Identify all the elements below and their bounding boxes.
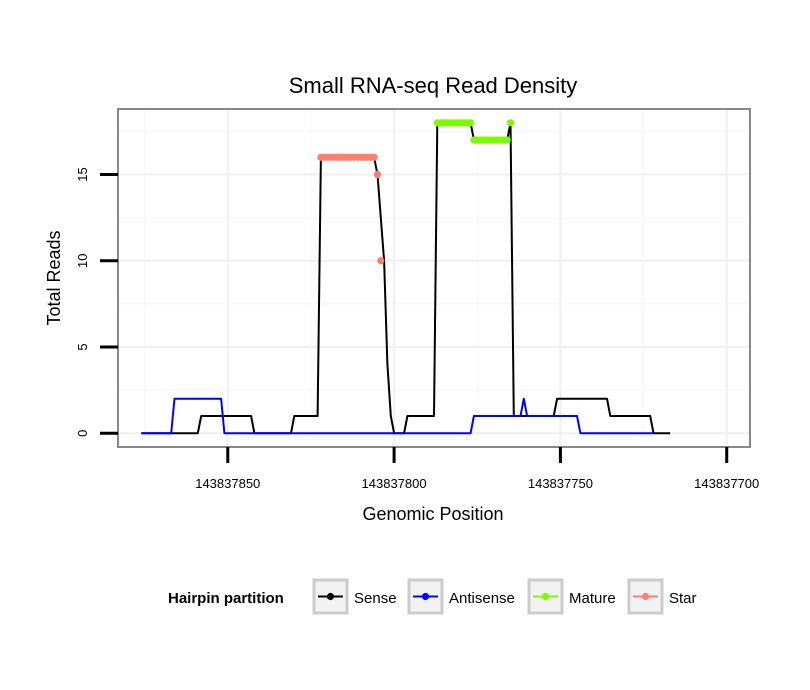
x-tick-label: 143837700 (694, 476, 759, 491)
point-star (373, 170, 382, 179)
legend-item-sense: Sense (312, 578, 397, 615)
point-mature (503, 136, 511, 144)
legend: Hairpin partition Sense Antisense Mature St… (168, 578, 697, 615)
x-axis-title: Genomic Position (362, 504, 503, 524)
y-tick-label: 5 (75, 343, 90, 350)
chart-title: Small RNA-seq Read Density (289, 73, 578, 98)
y-axis-title: Total Reads (44, 230, 64, 325)
series-layer (141, 119, 671, 435)
legend-label: Sense (354, 590, 397, 607)
legend-item-antisense: Antisense (407, 578, 515, 615)
x-tick-label: 143837800 (362, 476, 427, 491)
x-tick-label: 143837750 (528, 476, 593, 491)
point-star (377, 257, 385, 265)
legend-item-star: Star (627, 578, 697, 615)
point-mature (506, 119, 515, 127)
legend-label: Star (669, 590, 697, 607)
legend-title: Hairpin partition (168, 590, 284, 607)
y-tick-label: 15 (75, 167, 90, 181)
y-tick-label: 10 (75, 254, 90, 268)
point-star (370, 153, 378, 161)
y-tick-label: 0 (75, 430, 90, 437)
y-axis: 0 5 10 15 (75, 167, 118, 437)
legend-label: Antisense (449, 590, 515, 607)
legend-label: Mature (569, 590, 616, 607)
legend-key-point (641, 592, 650, 601)
legend-key-point (326, 592, 335, 601)
legend-item-mature: Mature (527, 578, 616, 615)
panel-border (117, 108, 751, 448)
x-tick-label: 143837850 (195, 476, 260, 491)
series-line-antisense (141, 397, 654, 435)
x-axis: 143837850 143837800 143837750 143837700 (195, 447, 759, 491)
point-mature (466, 119, 475, 127)
legend-key-point (541, 592, 550, 601)
legend-key-point (421, 592, 430, 601)
